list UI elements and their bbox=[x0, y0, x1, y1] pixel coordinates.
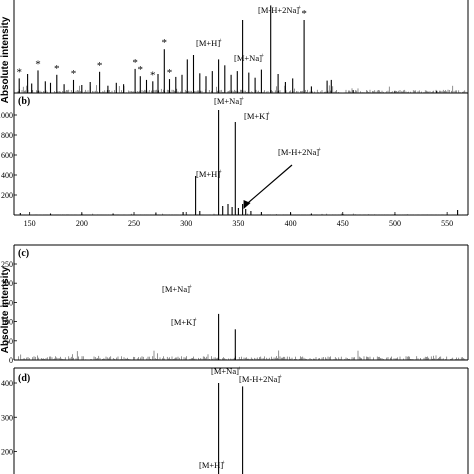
x-tick-label: 400 bbox=[285, 219, 297, 228]
ion-charge: + bbox=[279, 375, 283, 381]
axis-ticks bbox=[14, 114, 448, 452]
x-tick-label: 250 bbox=[128, 219, 140, 228]
x-tick-label: 350 bbox=[232, 219, 244, 228]
star-marker: * bbox=[167, 67, 173, 79]
ion-charge: + bbox=[238, 367, 242, 373]
x-tick-label: 550 bbox=[441, 219, 453, 228]
x-tick-label: 300 bbox=[180, 219, 192, 228]
ion-charge: + bbox=[222, 461, 226, 467]
y-tick-label: 1000 bbox=[0, 111, 13, 120]
ion-charge: + bbox=[189, 285, 193, 291]
ion-annotation: [M+K] bbox=[171, 317, 195, 327]
panel-frames bbox=[13, 0, 469, 474]
panel-label: (c) bbox=[18, 248, 29, 259]
ion-annotation: [M+H] bbox=[196, 169, 220, 179]
ion-annotation: [M+K] bbox=[244, 111, 268, 121]
ion-annotation: [M-H+2Na] bbox=[258, 5, 299, 15]
y-tick-label: 150 bbox=[1, 298, 13, 307]
star-marker: * bbox=[162, 37, 168, 49]
ion-charge: + bbox=[318, 148, 322, 154]
y-tick-label: 600 bbox=[1, 151, 13, 160]
star-marker: * bbox=[138, 64, 144, 76]
ion-annotation: [M+Na] bbox=[214, 96, 242, 106]
star-marker: * bbox=[54, 63, 60, 75]
ion-charge: + bbox=[261, 54, 265, 60]
ion-charge: + bbox=[298, 6, 302, 12]
y-tick-label: 800 bbox=[1, 131, 13, 140]
ion-charge: + bbox=[267, 112, 271, 118]
y-axis-label: Absolute intensity bbox=[0, 266, 11, 353]
star-marker: * bbox=[35, 58, 41, 70]
y-tick-label: 200 bbox=[1, 279, 13, 288]
ion-charge: + bbox=[194, 318, 198, 324]
y-tick-label: 200 bbox=[1, 448, 13, 457]
x-tick-label: 500 bbox=[389, 219, 401, 228]
labels: Absolute intensity ** * ** ** ****20040060080… bbox=[0, 5, 453, 470]
x-tick-label: 150 bbox=[24, 219, 36, 228]
star-marker: * bbox=[16, 66, 22, 78]
star-marker: * bbox=[97, 60, 103, 72]
ion-annotation: [M-H+2Na] bbox=[239, 374, 280, 384]
ion-charge: + bbox=[241, 97, 245, 103]
star-marker: * bbox=[301, 8, 307, 20]
panel-label: (b) bbox=[18, 96, 30, 107]
y-tick-label: 50 bbox=[5, 337, 13, 346]
ion-charge: + bbox=[219, 39, 223, 45]
ion-annotation: [M+Na] bbox=[234, 53, 262, 63]
star-marker: * bbox=[150, 69, 156, 81]
arrow-head bbox=[243, 200, 251, 209]
ion-charge: + bbox=[219, 170, 223, 176]
ion-annotation: [M+H] bbox=[199, 460, 223, 470]
y-tick-label: 0 bbox=[9, 356, 13, 365]
y-tick-label: 250 bbox=[1, 260, 13, 269]
x-tick-label: 450 bbox=[337, 219, 349, 228]
ion-annotation: [M+H] bbox=[196, 38, 220, 48]
y-tick-label: 400 bbox=[1, 171, 13, 180]
y-tick-label: 400 bbox=[1, 379, 13, 388]
baseline-noise bbox=[16, 85, 467, 360]
ion-annotation: [M-H+2Na] bbox=[278, 147, 319, 157]
y-tick-label: 300 bbox=[1, 413, 13, 422]
ion-annotation: [M+Na] bbox=[211, 366, 239, 376]
ion-annotation: [M+Na] bbox=[162, 284, 190, 294]
panel-label: (d) bbox=[18, 373, 30, 384]
y-axis-label: Absolute intensity bbox=[0, 16, 11, 103]
peaks bbox=[18, 5, 459, 474]
star-marker: * bbox=[132, 57, 138, 69]
x-tick-label: 200 bbox=[76, 219, 88, 228]
star-marker: * bbox=[71, 68, 77, 80]
y-tick-label: 100 bbox=[1, 318, 13, 327]
arrow-line bbox=[245, 164, 293, 206]
y-tick-label: 200 bbox=[1, 191, 13, 200]
